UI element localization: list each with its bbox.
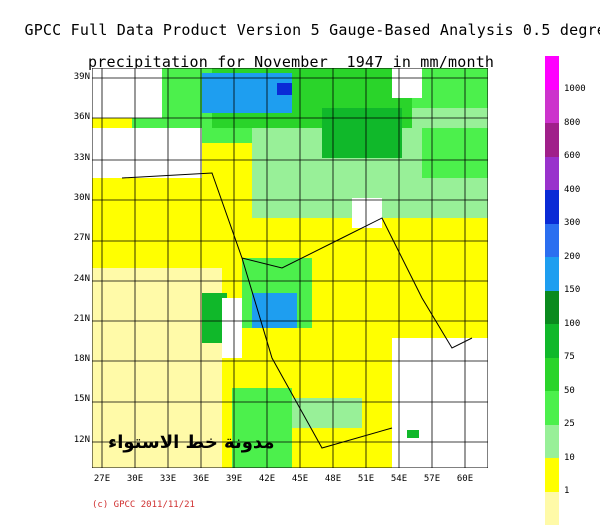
lat-label: 36N — [68, 112, 90, 122]
legend-label: 50 — [564, 386, 575, 396]
legend-label: 1000 — [564, 84, 586, 94]
white-caspian — [392, 68, 422, 98]
lon-label: 57E — [418, 474, 446, 484]
lat-label: 33N — [68, 153, 90, 163]
legend-color-swatch — [545, 224, 559, 258]
lat-label: 15N — [68, 394, 90, 404]
lat-label: 12N — [68, 435, 90, 445]
lon-label: 39E — [220, 474, 248, 484]
lat-label: 39N — [68, 72, 90, 82]
legend-label: 600 — [564, 151, 580, 161]
lon-label: 27E — [88, 474, 116, 484]
lon-label: 45E — [286, 474, 314, 484]
lon-label: 33E — [154, 474, 182, 484]
lat-label: 18N — [68, 354, 90, 364]
legend-color-swatch — [545, 291, 559, 325]
green-yemen — [232, 388, 292, 468]
legend-label: 150 — [564, 285, 580, 295]
lat-label: 24N — [68, 274, 90, 284]
legend-color-swatch — [545, 157, 559, 191]
legend-color-swatch — [545, 90, 559, 124]
legend-colorbar — [545, 56, 559, 525]
lon-label: 60E — [451, 474, 479, 484]
legend-label: 25 — [564, 419, 575, 429]
legend-color-swatch — [545, 257, 559, 291]
legend-color-swatch — [545, 123, 559, 157]
blue-arabia — [252, 293, 297, 328]
lon-label: 51E — [352, 474, 380, 484]
legend-label: 100 — [564, 319, 580, 329]
legend-label: 10 — [564, 453, 575, 463]
legend-color-swatch — [545, 190, 559, 224]
legend-color-swatch — [545, 56, 559, 90]
white-sea-north — [92, 68, 162, 118]
white-med — [92, 128, 202, 178]
legend-label: 800 — [564, 118, 580, 128]
legend-color-swatch — [545, 458, 559, 492]
lon-label: 42E — [253, 474, 281, 484]
lat-label: 27N — [68, 233, 90, 243]
legend-color-swatch — [545, 358, 559, 392]
legend-color-swatch — [545, 492, 559, 525]
legend-label: 400 — [564, 185, 580, 195]
lon-label: 36E — [187, 474, 215, 484]
legend-label: 75 — [564, 352, 575, 362]
white-redsea — [222, 298, 242, 358]
legend-color-swatch — [545, 425, 559, 459]
legend-label: 200 — [564, 252, 580, 262]
copyright-text: (c) GPCC 2011/11/21 — [92, 500, 195, 510]
legend-label: 300 — [564, 218, 580, 228]
white-arabian-sea — [392, 338, 488, 468]
legend-color-swatch — [545, 391, 559, 425]
legend-color-swatch — [545, 324, 559, 358]
island-green — [407, 430, 419, 438]
lat-label: 21N — [68, 314, 90, 324]
deep-blue-spot — [277, 83, 292, 95]
lon-label: 30E — [121, 474, 149, 484]
title-line1: GPCC Full Data Product Version 5 Gauge-B… — [24, 21, 600, 39]
lon-label: 48E — [319, 474, 347, 484]
watermark-text: مدونة خط الاستواء — [108, 432, 274, 453]
dark-green-caucasus — [322, 108, 402, 158]
lon-label: 54E — [385, 474, 413, 484]
legend-label: 1 — [564, 486, 569, 496]
precipitation-map — [92, 68, 488, 468]
white-gulf — [352, 198, 382, 228]
lat-label: 30N — [68, 193, 90, 203]
